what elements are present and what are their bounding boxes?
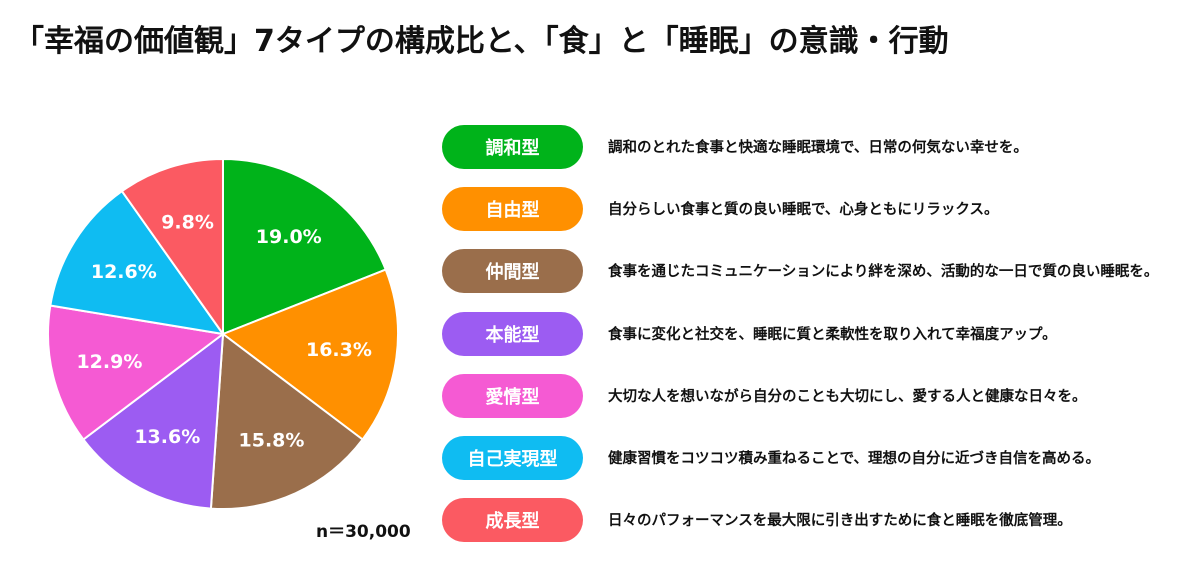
legend-pill-aijo: 愛情型 [442,374,583,418]
legend-row-7: 成長型 日々のパフォーマンスを最大限に引き出すために食と睡眠を徹底管理。 [442,498,1192,544]
pie-slice-label-6: 12.6% [91,261,157,283]
pie-slice-label-3: 15.8% [239,429,305,451]
sample-size-label: n＝30,000 [316,522,411,542]
pie-slice-label-1: 19.0% [256,226,322,248]
legend-row-2: 自由型 自分らしい食事と質の良い睡眠で、心身ともにリラックス。 [442,187,1192,233]
legend-desc-jiyu: 自分らしい食事と質の良い睡眠で、心身ともにリラックス。 [608,202,999,218]
legend-row-5: 愛情型 大切な人を想いながら自分のことも大切にし、愛する人と健康な日々を。 [442,374,1192,420]
legend-row-6: 自己実現型 健康習慣をコツコツ積み重ねることで、理想の自分に近づき自信を高める。 [442,436,1192,482]
legend-desc-chowa: 調和のとれた食事と快適な睡眠環境で、日常の何気ない幸せを。 [608,140,1028,156]
pie-slice-label-4: 13.6% [134,426,200,448]
legend-desc-aijo: 大切な人を想いながら自分のことも大切にし、愛する人と健康な日々を。 [608,389,1087,405]
legend-pill-honno: 本能型 [442,312,583,356]
legend-desc-nakama: 食事を通じたコミュニケーションにより絆を深め、活動的な一日で質の良い睡眠を。 [608,264,1159,280]
legend-desc-jikojitsugen: 健康習慣をコツコツ積み重ねることで、理想の自分に近づき自信を高める。 [608,451,1100,467]
legend-pill-jiyu: 自由型 [442,187,583,231]
pie-slice-1 [222,157,388,336]
pie-slice-label-7: 9.8% [161,212,214,234]
pie-slice-2 [220,268,399,441]
legend-pill-nakama: 仲間型 [442,249,583,293]
legend-pill-chowa: 調和型 [442,125,583,169]
pie-slice-5 [47,304,226,441]
pie-chart: 19.0% 16.3% 15.8% 13.6% 12.9% 12.6% 9.8% [47,157,399,510]
pie-slice-label-5: 12.9% [76,351,142,373]
legend-row-4: 本能型 食事に変化と社交を、睡眠に質と柔軟性を取り入れて幸福度アップ。 [442,312,1192,358]
pie-slice-6 [49,189,226,336]
pie-slice-3 [209,332,365,510]
legend-row-1: 調和型 調和のとれた食事と快適な睡眠環境で、日常の何気ない幸せを。 [442,125,1192,171]
legend-desc-honno: 食事に変化と社交を、睡眠に質と柔軟性を取り入れて幸福度アップ。 [608,327,1057,343]
pie-slice-7 [120,157,224,338]
pie-slice-label-2: 16.3% [306,339,372,361]
legend-desc-seicho: 日々のパフォーマンスを最大限に引き出すために食と睡眠を徹底管理。 [608,513,1072,529]
pie-slice-4 [81,331,225,510]
legend-pill-seicho: 成長型 [442,498,583,542]
legend-pill-jikojitsugen: 自己実現型 [442,436,583,480]
legend-row-3: 仲間型 食事を通じたコミュニケーションにより絆を深め、活動的な一日で質の良い睡眠… [442,249,1192,295]
page-title: 「幸福の価値観」7タイプの構成比と、「食」と「睡眠」の意識・行動 [14,24,949,59]
